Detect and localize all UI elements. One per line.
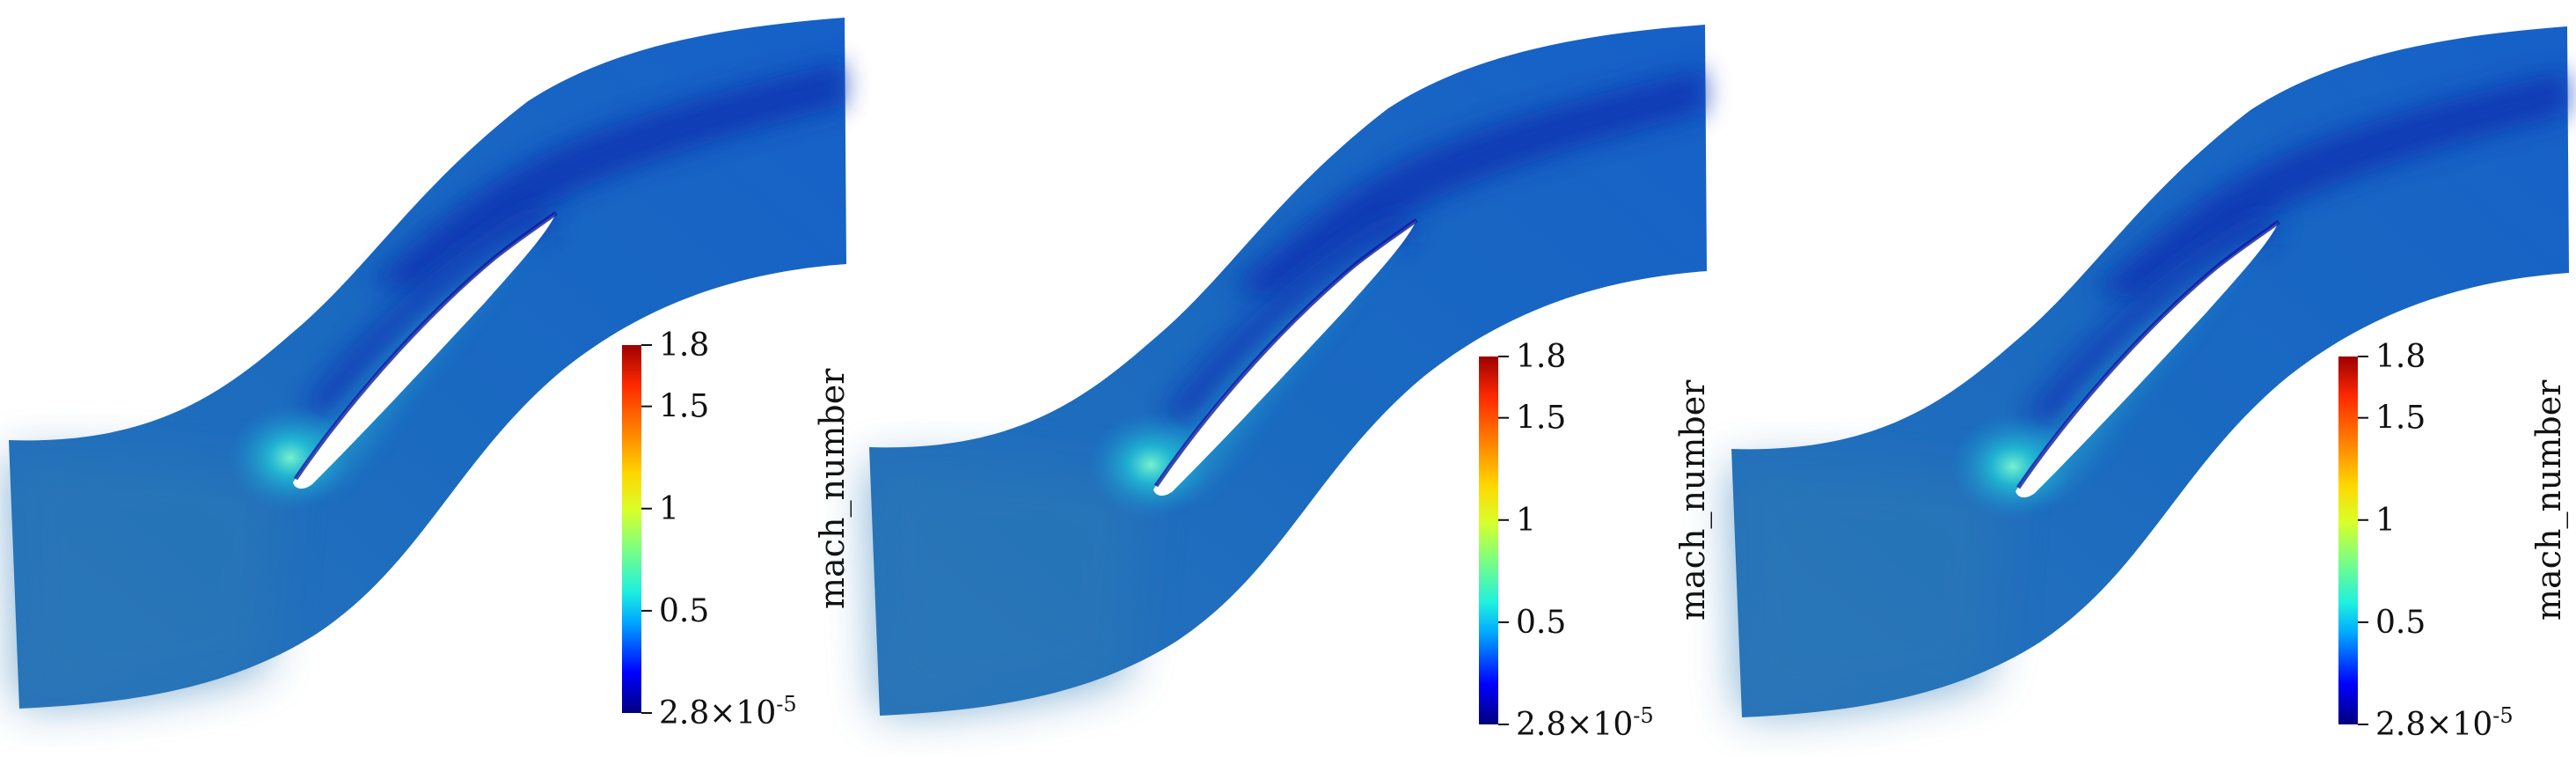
colorbar-tick-label: 1.8	[1516, 339, 1566, 375]
colorbar-tick-label: 0.5	[2375, 605, 2426, 641]
colorbar-min-label: 2.8×10-5	[659, 692, 797, 731]
flow-field-right	[1731, 26, 2569, 717]
colorbar-tick-label: 1	[2375, 503, 2396, 539]
colorbar-gradient	[622, 345, 641, 713]
colorbar-ticks: 1.8 1.5 1 0.5 2.8×10-5	[641, 327, 797, 731]
colorbar-tick-label: 1.8	[659, 327, 709, 364]
colorbar-tick-label: 1.5	[1516, 401, 1566, 437]
colorbar-middle: 1.8 1.5 1 0.5 2.8×10-5 mach_number	[1479, 339, 1713, 743]
colorbar-tick-label: 1.8	[2375, 339, 2426, 375]
colorbar-right: 1.8 1.5 1 0.5 2.8×10-5 mach_number	[2338, 339, 2569, 743]
panel-left: 1.8 1.5 1 0.5 2.8×10-5 mach_number	[9, 18, 853, 731]
colorbar-tick-label: 1	[1516, 503, 1536, 539]
colorbar-tick-label: 1	[659, 491, 679, 527]
colorbar-left: 1.8 1.5 1 0.5 2.8×10-5 mach_number	[622, 327, 853, 731]
colorbar-ticks: 1.8 1.5 1 0.5 2.8×10-5	[2358, 339, 2514, 743]
flow-field-middle	[869, 25, 1707, 716]
panel-right: 1.8 1.5 1 0.5 2.8×10-5 mach_number	[1731, 26, 2569, 743]
colorbar-min-label: 2.8×10-5	[2375, 703, 2514, 743]
colorbar-tick-label: 0.5	[1516, 605, 1566, 641]
colorbar-title: mach_number	[2529, 379, 2569, 621]
colorbar-min-label: 2.8×10-5	[1516, 703, 1654, 743]
colorbar-tick-label: 1.5	[2375, 401, 2426, 437]
colorbar-ticks: 1.8 1.5 1 0.5 2.8×10-5	[1498, 339, 1654, 743]
colorbar-tick-label: 1.5	[659, 389, 709, 425]
panel-middle: 1.8 1.5 1 0.5 2.8×10-5 mach_number	[869, 25, 1713, 743]
colorbar-gradient	[1479, 356, 1498, 724]
flow-field-left	[9, 18, 846, 709]
colorbar-gradient	[2338, 356, 2358, 724]
colorbar-tick-label: 0.5	[659, 593, 709, 629]
colorbar-title: mach_number	[813, 368, 853, 609]
colorbar-title: mach_number	[1673, 379, 1713, 621]
